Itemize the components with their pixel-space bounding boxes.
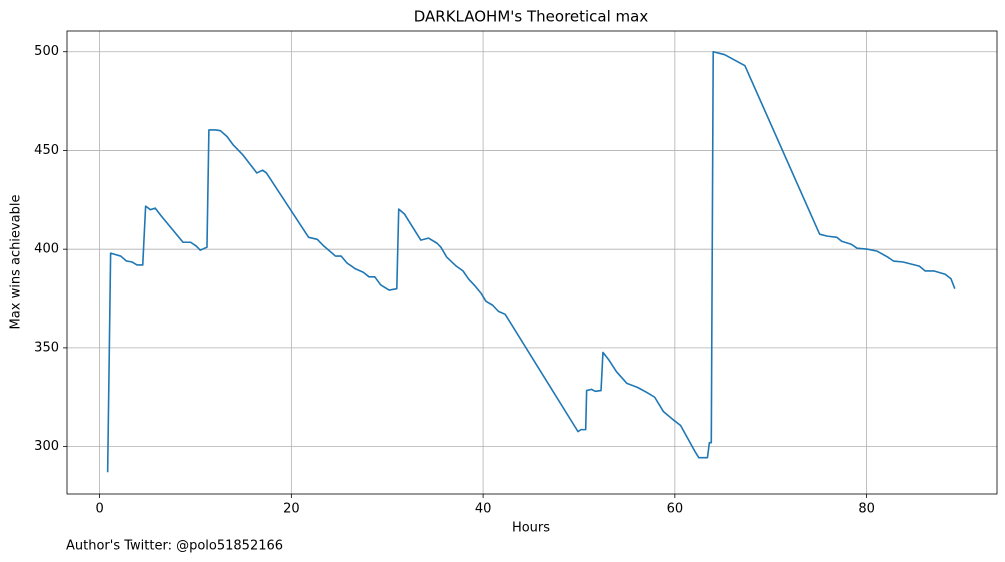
x-tick-label: 80 <box>858 502 875 517</box>
y-tick-label: 500 <box>34 44 59 59</box>
y-axis-label: Max wins achievable <box>9 195 24 330</box>
x-axis-label: Hours <box>512 521 550 536</box>
chart-title: DARKLAOHM's Theoretical max <box>414 8 649 26</box>
y-tick-label: 300 <box>34 439 59 454</box>
x-tick-label: 0 <box>95 502 103 517</box>
y-tick-label: 450 <box>34 143 59 158</box>
x-tick-label: 60 <box>667 502 684 517</box>
x-tick-label: 20 <box>283 502 300 517</box>
x-tick-label: 40 <box>475 502 492 517</box>
y-tick-label: 400 <box>34 242 59 257</box>
y-tick-label: 350 <box>34 340 59 355</box>
plot-frame <box>66 30 998 495</box>
data-line <box>106 50 956 473</box>
annotation: Author's Twitter: @polo51852166 <box>66 539 283 554</box>
